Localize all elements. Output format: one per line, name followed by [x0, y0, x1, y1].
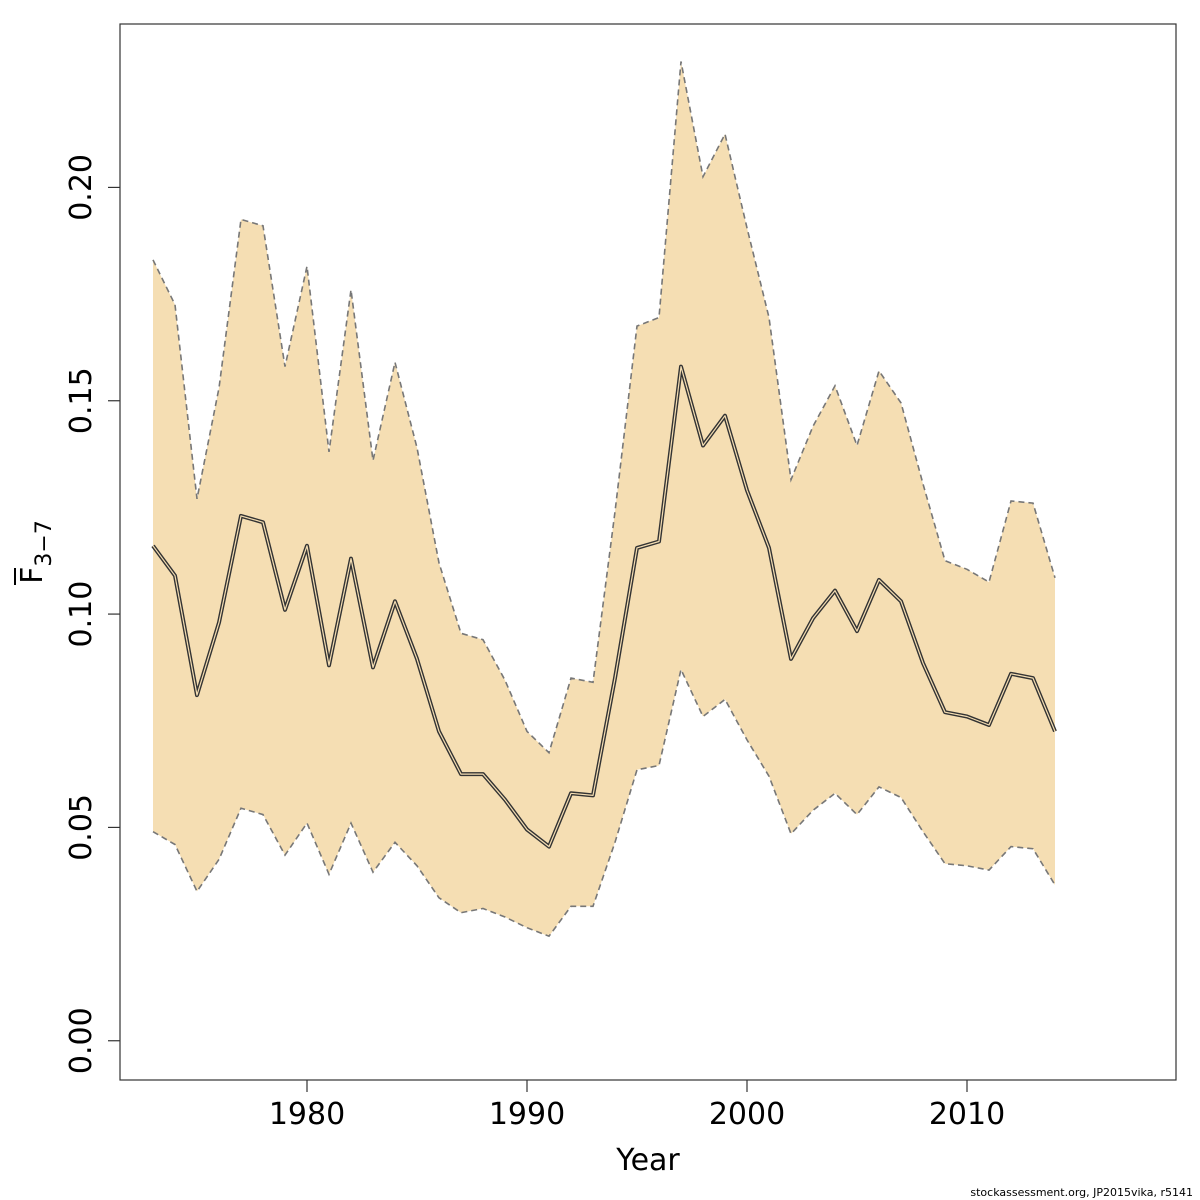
- y-axis-title-subscript: 3−7: [32, 520, 57, 566]
- plot-frame: [119, 23, 1177, 1081]
- x-axis: 1980 1990 2000 2010: [269, 1080, 1005, 1132]
- x-tick-label: 1980: [269, 1097, 345, 1132]
- y-axis-title-main: F: [15, 567, 50, 584]
- y-tick-label: 0.10: [64, 581, 99, 648]
- confidence-band: [153, 61, 1055, 937]
- credit-text: stockassessment.org, JP2015vika, r5141: [970, 1186, 1193, 1199]
- plot-area: [151, 61, 1057, 938]
- y-tick-label: 0.00: [64, 1007, 99, 1074]
- y-tick-label: 0.20: [64, 154, 99, 221]
- y-axis-title: F3−7: [14, 520, 57, 585]
- lower-bound-line: [152, 667, 1056, 938]
- y-tick-label: 0.05: [64, 794, 99, 861]
- estimate-line-inner: [152, 366, 1056, 848]
- x-tick-label: 1990: [489, 1097, 565, 1132]
- upper-bound-line: [152, 61, 1056, 755]
- svg-text:F3−7: F3−7: [15, 520, 57, 584]
- x-axis-title: Year: [615, 1143, 680, 1178]
- y-axis: 0.00 0.05 0.10 0.15 0.20: [64, 154, 120, 1074]
- x-tick-label: 2000: [709, 1097, 785, 1132]
- x-tick-label: 2010: [929, 1097, 1005, 1132]
- y-tick-label: 0.15: [64, 367, 99, 434]
